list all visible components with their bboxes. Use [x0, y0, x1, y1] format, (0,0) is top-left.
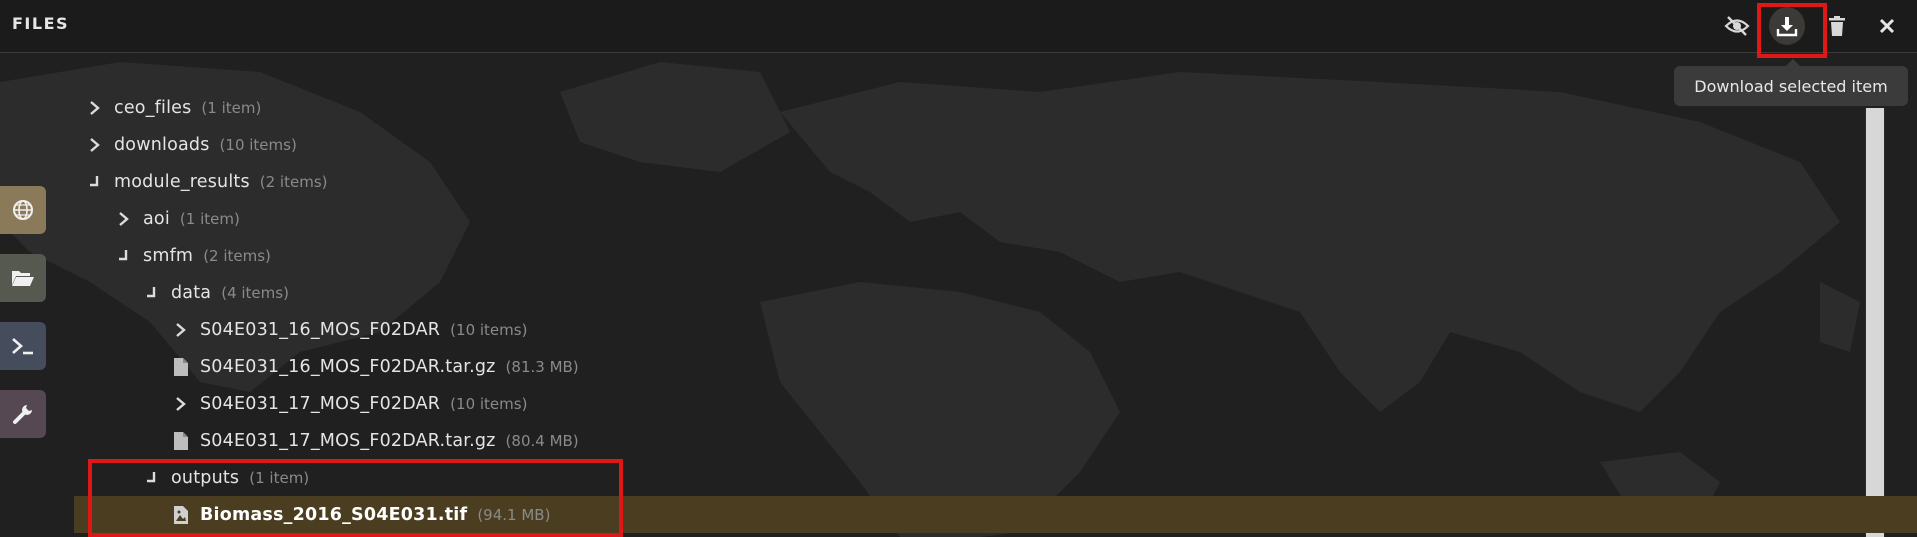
terminal-icon	[12, 338, 33, 355]
tree-item-s04e031-16-folder[interactable]: S04E031_16_MOS_F02DAR (10 items)	[74, 311, 1917, 348]
panel-header: FILES	[0, 0, 1917, 53]
tree-item-downloads[interactable]: downloads (10 items)	[74, 126, 1874, 163]
tree-item-ceo-files[interactable]: ceo_files (1 item)	[74, 89, 1874, 126]
hide-files-button[interactable]	[1719, 8, 1755, 44]
expanded-corner-icon[interactable]	[141, 468, 163, 488]
download-button-circle	[1769, 7, 1805, 45]
chevron-right-icon[interactable]	[84, 135, 106, 155]
sidebar-tools-button[interactable]	[0, 390, 46, 438]
sidebar-globe-button[interactable]	[0, 186, 46, 234]
tree-item-size: (80.4 MB)	[505, 431, 579, 450]
download-button[interactable]	[1769, 7, 1805, 45]
image-file-icon	[170, 504, 192, 526]
tree-item-label: S04E031_16_MOS_F02DAR	[200, 319, 441, 340]
tree-item-label: data	[171, 282, 212, 303]
tree-item-aoi[interactable]: aoi (1 item)	[74, 200, 1903, 237]
download-icon	[1776, 17, 1798, 37]
expanded-corner-icon[interactable]	[141, 283, 163, 303]
tree-item-count: (1 item)	[201, 98, 262, 117]
chevron-right-icon[interactable]	[170, 394, 192, 414]
tree-item-label: aoi	[143, 208, 170, 229]
tree-item-count: (4 items)	[221, 283, 289, 302]
tree-item-label: downloads	[114, 134, 210, 155]
eye-slash-icon	[1724, 16, 1750, 36]
tree-item-count: (2 items)	[259, 172, 328, 191]
tree-item-count: (1 item)	[249, 468, 310, 487]
close-icon	[1879, 18, 1895, 34]
tree-item-count: (2 items)	[203, 246, 271, 265]
delete-button[interactable]	[1819, 8, 1855, 44]
close-button[interactable]	[1869, 8, 1905, 44]
expanded-corner-icon[interactable]	[84, 172, 106, 192]
file-icon	[170, 430, 192, 452]
chevron-right-icon[interactable]	[113, 209, 135, 229]
download-tooltip: Download selected item	[1674, 59, 1908, 106]
tree-item-count: (10 items)	[450, 320, 528, 339]
globe-icon	[13, 200, 33, 220]
tree-item-s04e031-16-archive[interactable]: S04E031_16_MOS_F02DAR.tar.gz (81.3 MB)	[74, 348, 1917, 385]
panel-title: FILES	[12, 14, 70, 33]
tree-item-size: (94.1 MB)	[477, 505, 551, 524]
tree-item-label: Biomass_2016_S04E031.tif	[200, 504, 468, 525]
wrench-icon	[13, 405, 32, 424]
tree-item-count: (10 items)	[450, 394, 528, 413]
tree-item-label: ceo_files	[114, 97, 192, 118]
file-icon	[170, 356, 192, 378]
folder-open-icon	[12, 271, 34, 286]
scrollbar-thumb[interactable]	[1866, 108, 1884, 537]
tree-item-data[interactable]: data (4 items)	[74, 274, 1917, 311]
tree-item-label: smfm	[143, 245, 194, 266]
tree-item-s04e031-17-archive[interactable]: S04E031_17_MOS_F02DAR.tar.gz (80.4 MB)	[74, 422, 1917, 459]
chevron-right-icon[interactable]	[170, 320, 192, 340]
tree-item-label: module_results	[114, 171, 250, 192]
tree-item-biomass-tif[interactable]: Biomass_2016_S04E031.tif (94.1 MB)	[74, 496, 1917, 533]
tree-item-label: S04E031_17_MOS_F02DAR.tar.gz	[200, 430, 496, 451]
trash-icon	[1829, 16, 1845, 36]
tree-item-count: (1 item)	[179, 209, 240, 228]
sidebar-files-button[interactable]	[0, 254, 46, 302]
tree-item-size: (81.3 MB)	[505, 357, 579, 376]
tree-item-module-results[interactable]: module_results (2 items)	[74, 163, 1874, 200]
tree-item-outputs[interactable]: outputs (1 item)	[74, 459, 1917, 496]
sidebar-terminal-button[interactable]	[0, 322, 46, 370]
tree-item-label: outputs	[171, 467, 240, 488]
tree-item-smfm[interactable]: smfm (2 items)	[74, 237, 1903, 274]
chevron-right-icon[interactable]	[84, 98, 106, 118]
expanded-corner-icon[interactable]	[113, 246, 135, 266]
tree-item-label: S04E031_17_MOS_F02DAR	[200, 393, 441, 414]
tree-item-label: S04E031_16_MOS_F02DAR.tar.gz	[200, 356, 496, 377]
tree-item-s04e031-17-folder[interactable]: S04E031_17_MOS_F02DAR (10 items)	[74, 385, 1917, 422]
tree-item-count: (10 items)	[219, 135, 297, 154]
world-map-background	[0, 62, 1860, 537]
